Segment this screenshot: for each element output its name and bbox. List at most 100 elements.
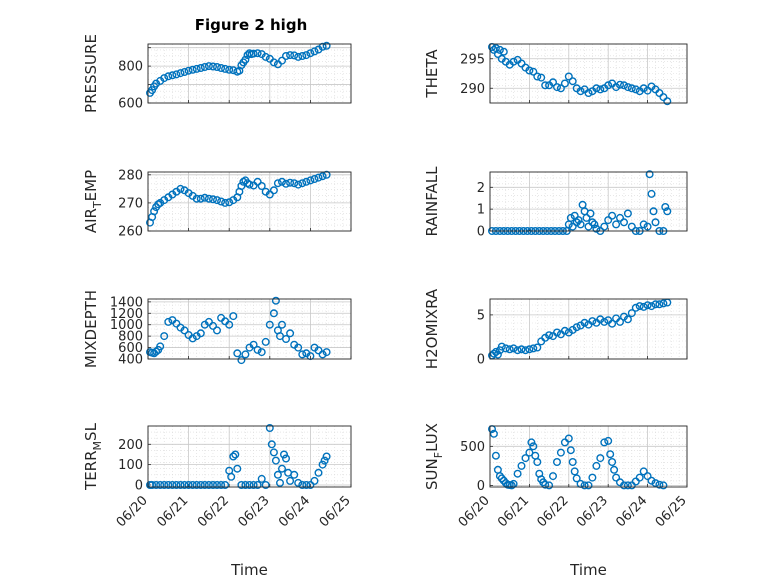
data-point	[529, 442, 538, 451]
x-axis-label: Time	[230, 561, 268, 579]
y-axis-label: MIXDEPTH	[82, 290, 100, 368]
x-tick-label: 06/23	[236, 493, 273, 530]
data-point	[241, 350, 250, 359]
data-point	[237, 356, 246, 365]
data-point	[568, 222, 577, 231]
data-point	[663, 97, 672, 106]
y-tick-label: 1	[477, 203, 485, 218]
data-point	[282, 335, 291, 344]
data-point	[318, 42, 327, 51]
data-point	[269, 309, 278, 318]
data-point	[148, 481, 157, 490]
data-point	[566, 446, 575, 455]
data-point	[527, 438, 536, 447]
x-tick-label: 06/21	[154, 493, 191, 530]
data-point	[623, 83, 632, 92]
data-point	[635, 473, 644, 482]
data-point	[172, 319, 181, 328]
data-point	[584, 88, 593, 97]
data-point	[572, 474, 581, 483]
data-point	[294, 180, 303, 189]
data-point	[286, 329, 295, 338]
data-point	[497, 474, 506, 483]
data-point	[217, 481, 226, 490]
data-point	[314, 346, 323, 355]
axes-box	[489, 43, 688, 104]
data-point	[639, 220, 648, 229]
data-point	[610, 465, 619, 474]
data-point	[499, 47, 508, 56]
data-point	[196, 194, 205, 203]
data-point	[639, 84, 648, 93]
data-point	[521, 346, 530, 355]
data-point	[233, 464, 242, 473]
x-tick-label: 06/22	[535, 493, 572, 530]
data-point	[302, 51, 311, 60]
y-tick-label: 280	[118, 168, 143, 183]
y-tick-label: 500	[460, 440, 485, 455]
data-point	[265, 320, 274, 329]
data-point	[322, 452, 331, 461]
axes-box	[489, 298, 688, 360]
y-tick-label: 260	[118, 225, 143, 240]
axes-box	[489, 425, 688, 488]
data-point	[616, 80, 625, 89]
data-point	[245, 180, 254, 189]
data-point	[533, 343, 542, 352]
data-point	[493, 350, 502, 359]
data-point	[608, 319, 617, 328]
data-point	[553, 83, 562, 92]
data-point	[643, 472, 652, 481]
data-point	[643, 301, 652, 310]
data-point	[172, 70, 181, 79]
x-tick-label: 06/21	[495, 493, 532, 530]
data-point	[655, 88, 664, 97]
x-tick-label: 06/23	[574, 493, 611, 530]
data-point	[306, 49, 315, 58]
data-point	[176, 184, 185, 193]
data-point	[290, 470, 299, 479]
data-point	[233, 349, 242, 358]
data-point	[513, 346, 522, 355]
data-point	[509, 344, 518, 353]
data-point	[294, 478, 303, 487]
data-point	[253, 481, 262, 490]
data-point	[229, 452, 238, 461]
data-point	[497, 342, 506, 351]
data-point	[212, 481, 221, 490]
data-point	[623, 209, 632, 218]
data-point	[160, 74, 169, 83]
data-point	[537, 73, 546, 82]
data-point	[564, 72, 573, 81]
y-tick-label: 0	[135, 478, 143, 493]
y-axis-label: PRESSURE	[82, 34, 100, 113]
data-point	[204, 62, 213, 71]
data-point	[545, 481, 554, 490]
data-point	[271, 296, 280, 305]
x-tick-label: 06/20	[456, 493, 493, 530]
figure-title: Figure 2 high	[195, 16, 308, 34]
data-point	[298, 52, 307, 61]
data-point	[282, 52, 291, 61]
y-tick-label: 290	[460, 82, 485, 97]
data-point	[592, 224, 601, 233]
data-point	[302, 481, 311, 490]
y-tick-label: 0	[477, 225, 485, 240]
data-point	[225, 320, 234, 329]
data-point	[517, 59, 526, 68]
axes-box	[489, 171, 688, 232]
data-point	[647, 189, 656, 198]
data-point	[513, 469, 522, 478]
data-point	[160, 481, 169, 490]
data-point	[553, 328, 562, 337]
data-point	[568, 458, 577, 467]
data-point	[525, 345, 534, 354]
data-point	[208, 481, 217, 490]
data-point	[176, 481, 185, 490]
data-point	[616, 317, 625, 326]
data-point	[533, 458, 542, 467]
y-tick-label: 0	[477, 353, 485, 368]
subplot-airtemp: 260 270 280 AIRTEMP	[82, 168, 352, 240]
data-point	[231, 450, 240, 459]
